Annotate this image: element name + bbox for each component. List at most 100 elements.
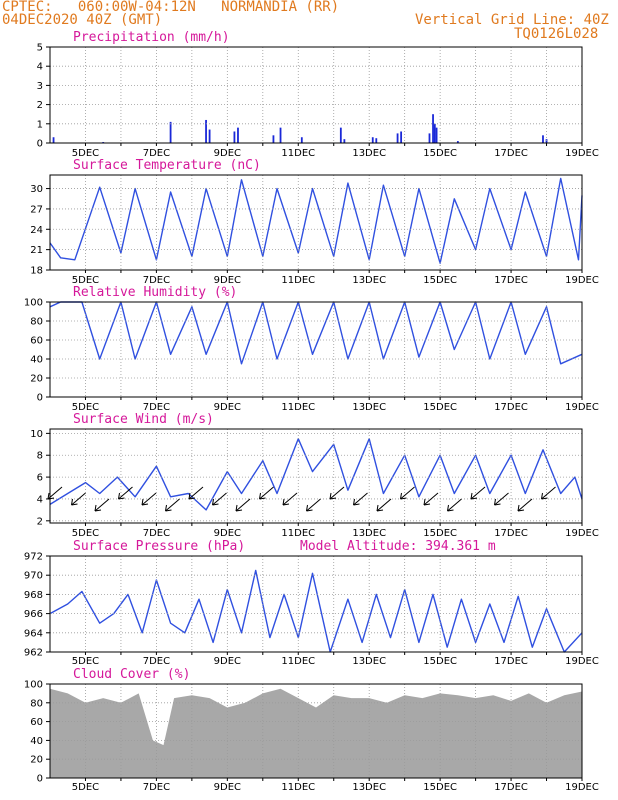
- y-tick-label: 21: [30, 245, 43, 256]
- wind-arrow-head: [141, 498, 149, 506]
- x-tick-label: 13DEC: [352, 148, 386, 159]
- cloud-area: [50, 688, 582, 778]
- x-tick-label: 15DEC: [423, 275, 457, 286]
- x-tick-label: 11DEC: [281, 402, 315, 413]
- x-tick-label: 19DEC: [565, 275, 599, 286]
- wind-arrow-head: [188, 492, 196, 500]
- wind-arrow-head: [235, 504, 243, 512]
- wind-arrow-head: [306, 504, 313, 512]
- y-tick-label: 30: [30, 184, 43, 195]
- wind-arrow-head: [494, 498, 501, 506]
- panel-title: Surface Pressure (hPa): [73, 539, 245, 554]
- x-tick-label: 19DEC: [565, 402, 599, 413]
- plot-frame: [49, 301, 583, 398]
- y-tick-label: 970: [24, 571, 43, 582]
- y-tick-label: 40: [30, 355, 43, 366]
- wind-arrow: [494, 492, 509, 506]
- panel-0: 0 1 2 3 4 5 5DEC 7DEC 9DEC 11DEC 13DEC 15DEC 17DEC 19…: [37, 30, 599, 159]
- y-tick-label: 100: [24, 680, 43, 691]
- plot-area: [50, 175, 582, 270]
- precip-bar: [205, 119, 207, 143]
- wind-arrows: [47, 486, 556, 512]
- x-tick-label: 5DEC: [72, 275, 99, 286]
- y-tick-label: 40: [30, 736, 43, 747]
- precip-bar: [52, 137, 55, 143]
- x-tick-label: 5DEC: [72, 782, 99, 793]
- series-line: [49, 177, 583, 264]
- panel-1: 18 21 24 27 30 5DEC 7DEC 9DEC 11DEC 13DEC 15DEC 17D…: [30, 158, 599, 286]
- wind-arrow: [306, 498, 321, 512]
- precip-bar: [432, 114, 434, 143]
- header-model-code: TQ0126L028: [514, 26, 599, 42]
- y-tick-label: 80: [30, 317, 43, 328]
- x-tick-label: 7DEC: [143, 148, 170, 159]
- model-altitude: Model Altitude: 394.361 m: [300, 539, 496, 554]
- x-tick-label: 11DEC: [281, 528, 315, 539]
- precip-bar: [375, 138, 378, 143]
- wind-arrow: [94, 498, 110, 512]
- wind-arrow: [447, 498, 462, 512]
- wind-arrow: [235, 498, 251, 512]
- wind-arrow-head: [470, 492, 478, 500]
- y-tick-label: 972: [24, 552, 43, 563]
- x-tick-label: 17DEC: [494, 656, 528, 667]
- wind-arrow: [423, 492, 439, 506]
- wind-arrow: [259, 486, 274, 500]
- plot-frame: [49, 174, 583, 271]
- x-tick-label: 19DEC: [565, 528, 599, 539]
- header-datetime: 04DEC2020 40Z (GMT): [2, 12, 163, 28]
- wind-arrow: [470, 486, 486, 500]
- x-tick-label: 7DEC: [143, 402, 170, 413]
- wind-arrow-head: [47, 492, 55, 500]
- y-tick-label: 8: [37, 451, 43, 462]
- panel-title: Relative Humidity (%): [73, 285, 237, 300]
- wind-arrow-head: [400, 492, 407, 500]
- x-tick-label: 5DEC: [72, 148, 99, 159]
- wind-arrow-head: [541, 492, 548, 500]
- wind-arrow-head: [447, 504, 454, 512]
- x-tick-label: 11DEC: [281, 275, 315, 286]
- panel-2: 0 20 40 60 80 100 5DEC 7DEC 9DEC 11DEC 13DEC 15DEC 1…: [24, 285, 599, 413]
- y-tick-label: 968: [24, 590, 43, 601]
- series-line: [49, 438, 583, 511]
- plot-area: [50, 302, 582, 397]
- precip-bar: [279, 127, 282, 143]
- y-tick-label: 10: [30, 429, 43, 440]
- precip-bar: [371, 137, 374, 143]
- x-tick-label: 11DEC: [281, 782, 315, 793]
- x-tick-label: 5DEC: [72, 528, 99, 539]
- wind-arrow: [376, 498, 392, 512]
- y-tick-label: 0: [37, 774, 43, 785]
- precip-bar: [400, 131, 403, 143]
- plot-frame: [49, 46, 583, 144]
- y-tick-label: 60: [30, 336, 43, 347]
- y-tick-label: 6: [37, 473, 43, 484]
- x-tick-label: 9DEC: [214, 402, 241, 413]
- panel-5: 0 20 40 60 80 100 5DEC 7DEC 9DEC 11DEC 13DEC 15DEC 1…: [24, 667, 599, 793]
- panel-4: 962 964 966 968 970 972 5DEC 7DEC 9DEC 11DEC 13DEC…: [24, 539, 599, 667]
- wind-arrow: [47, 486, 63, 500]
- y-tick-label: 4: [37, 62, 43, 73]
- panel-title: Cloud Cover (%): [73, 667, 190, 682]
- x-tick-label: 13DEC: [352, 782, 386, 793]
- wind-arrow: [353, 492, 368, 506]
- x-tick-label: 13DEC: [352, 275, 386, 286]
- x-tick-label: 15DEC: [423, 782, 457, 793]
- wind-arrow-head: [423, 498, 431, 506]
- wind-arrow: [400, 486, 415, 500]
- x-tick-label: 13DEC: [352, 656, 386, 667]
- precip-bar: [343, 139, 346, 143]
- wind-arrow: [118, 486, 133, 500]
- panel-title: Precipitation (mm/h): [73, 30, 230, 45]
- y-tick-label: 964: [24, 628, 43, 639]
- panel-title: Surface Wind (m/s): [73, 412, 214, 427]
- wind-arrow: [212, 492, 227, 506]
- x-tick-label: 13DEC: [352, 528, 386, 539]
- x-tick-label: 15DEC: [423, 656, 457, 667]
- x-tick-label: 19DEC: [565, 656, 599, 667]
- y-tick-label: 27: [30, 204, 43, 215]
- precip-bar: [272, 135, 275, 143]
- wind-arrow-head: [165, 504, 172, 512]
- x-tick-label: 9DEC: [214, 656, 241, 667]
- wind-arrow: [282, 492, 298, 506]
